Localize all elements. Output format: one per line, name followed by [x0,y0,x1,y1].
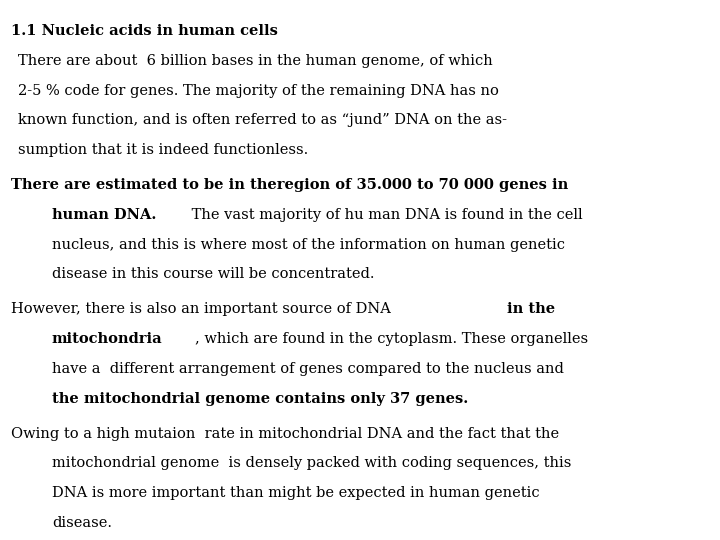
Text: known function, and is often referred to as “jund” DNA on the as-: known function, and is often referred to… [18,113,507,127]
Text: However, there is also an important source of DNA: However, there is also an important sour… [11,302,395,316]
Text: disease in this course will be concentrated.: disease in this course will be concentra… [52,267,374,281]
Text: human DNA.: human DNA. [52,208,156,222]
Text: Owing to a high mutaion  rate in mitochondrial DNA and the fact that the: Owing to a high mutaion rate in mitochon… [11,427,559,441]
Text: mitochondria: mitochondria [52,332,163,346]
Text: DNA is more important than might be expected in human genetic: DNA is more important than might be expe… [52,486,539,500]
Text: mitochondrial genome  is densely packed with coding sequences, this: mitochondrial genome is densely packed w… [52,456,571,470]
Text: 2-5 % code for genes. The majority of the remaining DNA has no: 2-5 % code for genes. The majority of th… [18,84,499,98]
Text: have a  different arrangement of genes compared to the nucleus and: have a different arrangement of genes co… [52,362,564,376]
Text: 1.1 Nucleic acids in human cells: 1.1 Nucleic acids in human cells [11,24,278,38]
Text: disease.: disease. [52,516,112,530]
Text: sumption that it is indeed functionless.: sumption that it is indeed functionless. [18,143,308,157]
Text: the mitochondrial genome contains only 37 genes.: the mitochondrial genome contains only 3… [52,392,468,406]
Text: There are about  6 billion bases in the human genome, of which: There are about 6 billion bases in the h… [18,54,492,68]
Text: , which are found in the cytoplasm. These organelles: , which are found in the cytoplasm. Thes… [194,332,588,346]
Text: The vast majority of hu man DNA is found in the cell: The vast majority of hu man DNA is found… [186,208,582,222]
Text: in the: in the [507,302,555,316]
Text: nucleus, and this is where most of the information on human genetic: nucleus, and this is where most of the i… [52,238,565,252]
Text: There are estimated to be in theregion of 35.000 to 70 000 genes in: There are estimated to be in theregion o… [11,178,568,192]
